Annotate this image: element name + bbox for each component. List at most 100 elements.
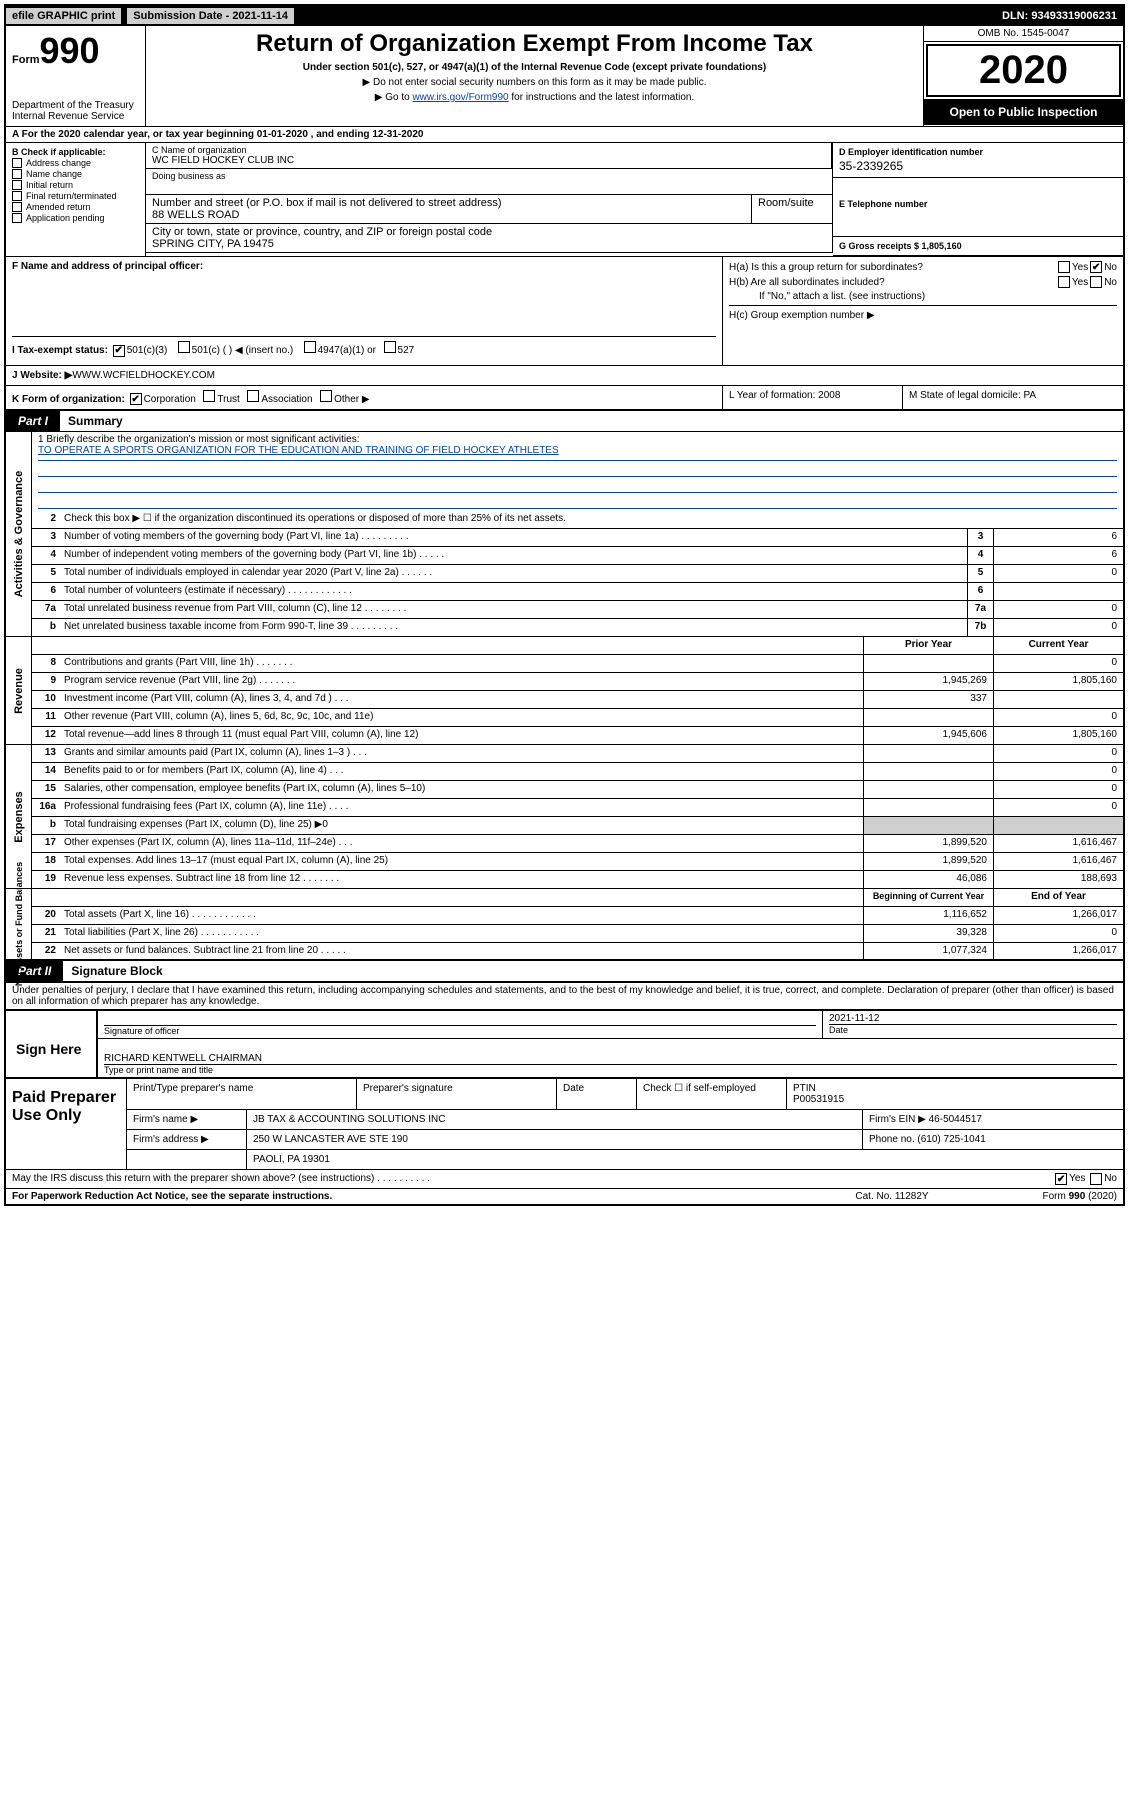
ein-phone-column: D Employer identification number 35-2339… xyxy=(833,143,1123,195)
chk-address-change-label: Address change xyxy=(26,158,91,168)
submission-date-tab[interactable]: Submission Date - 2021-11-14 xyxy=(127,8,294,24)
discuss-no-checkbox[interactable] xyxy=(1090,1173,1102,1185)
chk-501c3[interactable]: ✔ xyxy=(113,345,125,357)
chk-application-pending[interactable]: Application pending xyxy=(12,213,139,223)
hb-yes-label: Yes xyxy=(1072,277,1088,288)
signature-date-label: Date xyxy=(829,1024,1117,1035)
self-employed-box[interactable]: Check ☐ if self-employed xyxy=(637,1079,787,1109)
ha-yes-checkbox[interactable] xyxy=(1058,261,1070,273)
end-year-header: End of Year xyxy=(993,889,1123,906)
city-row: City or town, state or province, country… xyxy=(146,224,833,253)
corporation-label: Corporation xyxy=(144,394,196,405)
rev-lines-line-10: 10Investment income (Part VIII, column (… xyxy=(32,691,1123,709)
association-label: Association xyxy=(261,394,312,405)
exp-lines-line-13: 13Grants and similar amounts paid (Part … xyxy=(32,745,1123,763)
h-a-label: H(a) Is this a group return for subordin… xyxy=(729,262,1056,273)
city-label: City or town, state or province, country… xyxy=(152,226,826,238)
discuss-no-label: No xyxy=(1104,1173,1117,1185)
website-row: J Website: ▶ WWW.WCFIELDHOCKEY.COM xyxy=(6,366,1123,386)
form-of-org-box: K Form of organization: ✔Corporation Tru… xyxy=(6,386,723,410)
open-inspection: Open to Public Inspection xyxy=(924,99,1123,125)
instructions-link[interactable]: www.irs.gov/Form990 xyxy=(412,92,508,103)
ein-value: 35-2339265 xyxy=(839,159,1117,173)
tax-exempt-row: I Tax-exempt status: ✔501(c)(3) 501(c) (… xyxy=(12,336,716,361)
firm-phone-value: (610) 725-1041 xyxy=(917,1134,985,1145)
form-subtitle: Under section 501(c), 527, or 4947(a)(1)… xyxy=(152,62,917,73)
527-label: 527 xyxy=(398,345,415,356)
gov-line-5: 5Total number of individuals employed in… xyxy=(32,565,1123,583)
chk-527[interactable] xyxy=(384,341,396,353)
chk-name-change[interactable]: Name change xyxy=(12,169,139,179)
sign-here-label: Sign Here xyxy=(16,1011,86,1077)
firm-ein-box: Firm's EIN ▶ 46-5044517 xyxy=(863,1110,1123,1129)
officer-group-row: F Name and address of principal officer:… xyxy=(6,257,1123,366)
net-column-header: Beginning of Current Year End of Year xyxy=(32,889,1123,907)
efile-print-button[interactable]: efile GRAPHIC print xyxy=(6,8,121,24)
chk-amended-return[interactable]: Amended return xyxy=(12,202,139,212)
revenue-side-label: Revenue xyxy=(6,637,32,745)
signature-section: Sign Here Signature of officer 2021-11-1… xyxy=(6,1009,1123,1077)
chk-4947[interactable] xyxy=(304,341,316,353)
ptin-box: PTIN P00531915 xyxy=(787,1079,1123,1109)
hb-yes-checkbox[interactable] xyxy=(1058,276,1070,288)
ha-no-label: No xyxy=(1104,262,1117,273)
omb-year-block: OMB No. 1545-0047 2020 Open to Public In… xyxy=(923,26,1123,126)
discuss-yes-checkbox[interactable]: ✔ xyxy=(1055,1173,1067,1185)
beginning-year-header: Beginning of Current Year xyxy=(863,889,993,906)
net-assets-section: Net Assets or Fund Balances Beginning of… xyxy=(6,889,1123,961)
hb-no-label: No xyxy=(1104,277,1117,288)
chk-trust[interactable] xyxy=(203,390,215,402)
dba-label: Doing business as xyxy=(152,171,826,181)
other-label: Other ▶ xyxy=(334,394,369,405)
chk-corporation[interactable]: ✔ xyxy=(130,393,142,405)
expenses-section: Expenses 13Grants and similar amounts pa… xyxy=(6,745,1123,889)
chk-other[interactable] xyxy=(320,390,332,402)
net-lines-line-20: 20Total assets (Part X, line 16) . . . .… xyxy=(32,907,1123,925)
link-prefix: ▶ Go to xyxy=(375,92,413,103)
exp-lines-line-b: bTotal fundraising expenses (Part IX, co… xyxy=(32,817,1123,835)
checkbox-column-b: B Check if applicable: Address change Na… xyxy=(6,143,146,256)
org-name-box: C Name of organization WC FIELD HOCKEY C… xyxy=(146,143,832,169)
chk-association[interactable] xyxy=(247,390,259,402)
phone-box: E Telephone number xyxy=(833,195,1123,237)
form-title-block: Return of Organization Exempt From Incom… xyxy=(146,26,923,126)
ptin-value: P00531915 xyxy=(793,1094,844,1105)
gov-line-b: bNet unrelated business taxable income f… xyxy=(32,619,1123,637)
form-header: Form990 Department of the Treasury Inter… xyxy=(6,26,1123,127)
address-row: Number and street (or P.O. box if mail i… xyxy=(146,195,833,224)
mission-block: 1 Briefly describe the organization's mi… xyxy=(32,432,1123,511)
revenue-side-text: Revenue xyxy=(13,668,25,714)
chk-initial-return[interactable]: Initial return xyxy=(12,180,139,190)
4947-label: 4947(a)(1) or xyxy=(318,345,376,356)
officer-signature-label: Signature of officer xyxy=(104,1025,816,1036)
chk-501c[interactable] xyxy=(178,341,190,353)
firm-phone-box: Phone no. (610) 725-1041 xyxy=(863,1130,1123,1149)
gov-line-2: 2Check this box ▶ ☐ if the organization … xyxy=(32,511,1123,529)
hb-no-checkbox[interactable] xyxy=(1090,276,1102,288)
gross-receipts: G Gross receipts $ 1,805,160 xyxy=(839,241,1117,251)
dln-label: DLN: 93493319006231 xyxy=(996,8,1123,24)
city-value: SPRING CITY, PA 19475 xyxy=(152,238,826,250)
part2-header: Part II Signature Block xyxy=(6,961,1123,982)
website-value: WWW.WCFIELDHOCKEY.COM xyxy=(72,370,215,381)
page-footer: For Paperwork Reduction Act Notice, see … xyxy=(6,1188,1123,1204)
ein-box: D Employer identification number 35-2339… xyxy=(833,143,1123,178)
governance-side-text: Activities & Governance xyxy=(13,471,25,598)
officer-signature-line[interactable]: Signature of officer xyxy=(98,1011,823,1038)
net-lines-line-21: 21Total liabilities (Part X, line 26) . … xyxy=(32,925,1123,943)
street-address-box: Number and street (or P.O. box if mail i… xyxy=(146,195,752,223)
chk-name-change-label: Name change xyxy=(26,169,82,179)
ha-no-checkbox[interactable]: ✔ xyxy=(1090,261,1102,273)
firm-addr-value: 250 W LANCASTER AVE STE 190 xyxy=(247,1130,863,1149)
governance-side-label: Activities & Governance xyxy=(6,432,32,637)
mission-blank1 xyxy=(38,461,1117,477)
firm-addr2-value: PAOLI, PA 19301 xyxy=(247,1150,1123,1169)
form-page-ref: Form 990 (2020) xyxy=(967,1191,1117,1202)
chk-address-change[interactable]: Address change xyxy=(12,158,139,168)
officer-name-box: RICHARD KENTWELL CHAIRMAN Type or print … xyxy=(98,1039,1123,1077)
chk-final-return[interactable]: Final return/terminated xyxy=(12,191,139,201)
firm-addr-label: Firm's address ▶ xyxy=(127,1130,247,1149)
room-label: Room/suite xyxy=(758,197,826,209)
gov-line-7a: 7aTotal unrelated business revenue from … xyxy=(32,601,1123,619)
governance-section: Activities & Governance 1 Briefly descri… xyxy=(6,432,1123,637)
